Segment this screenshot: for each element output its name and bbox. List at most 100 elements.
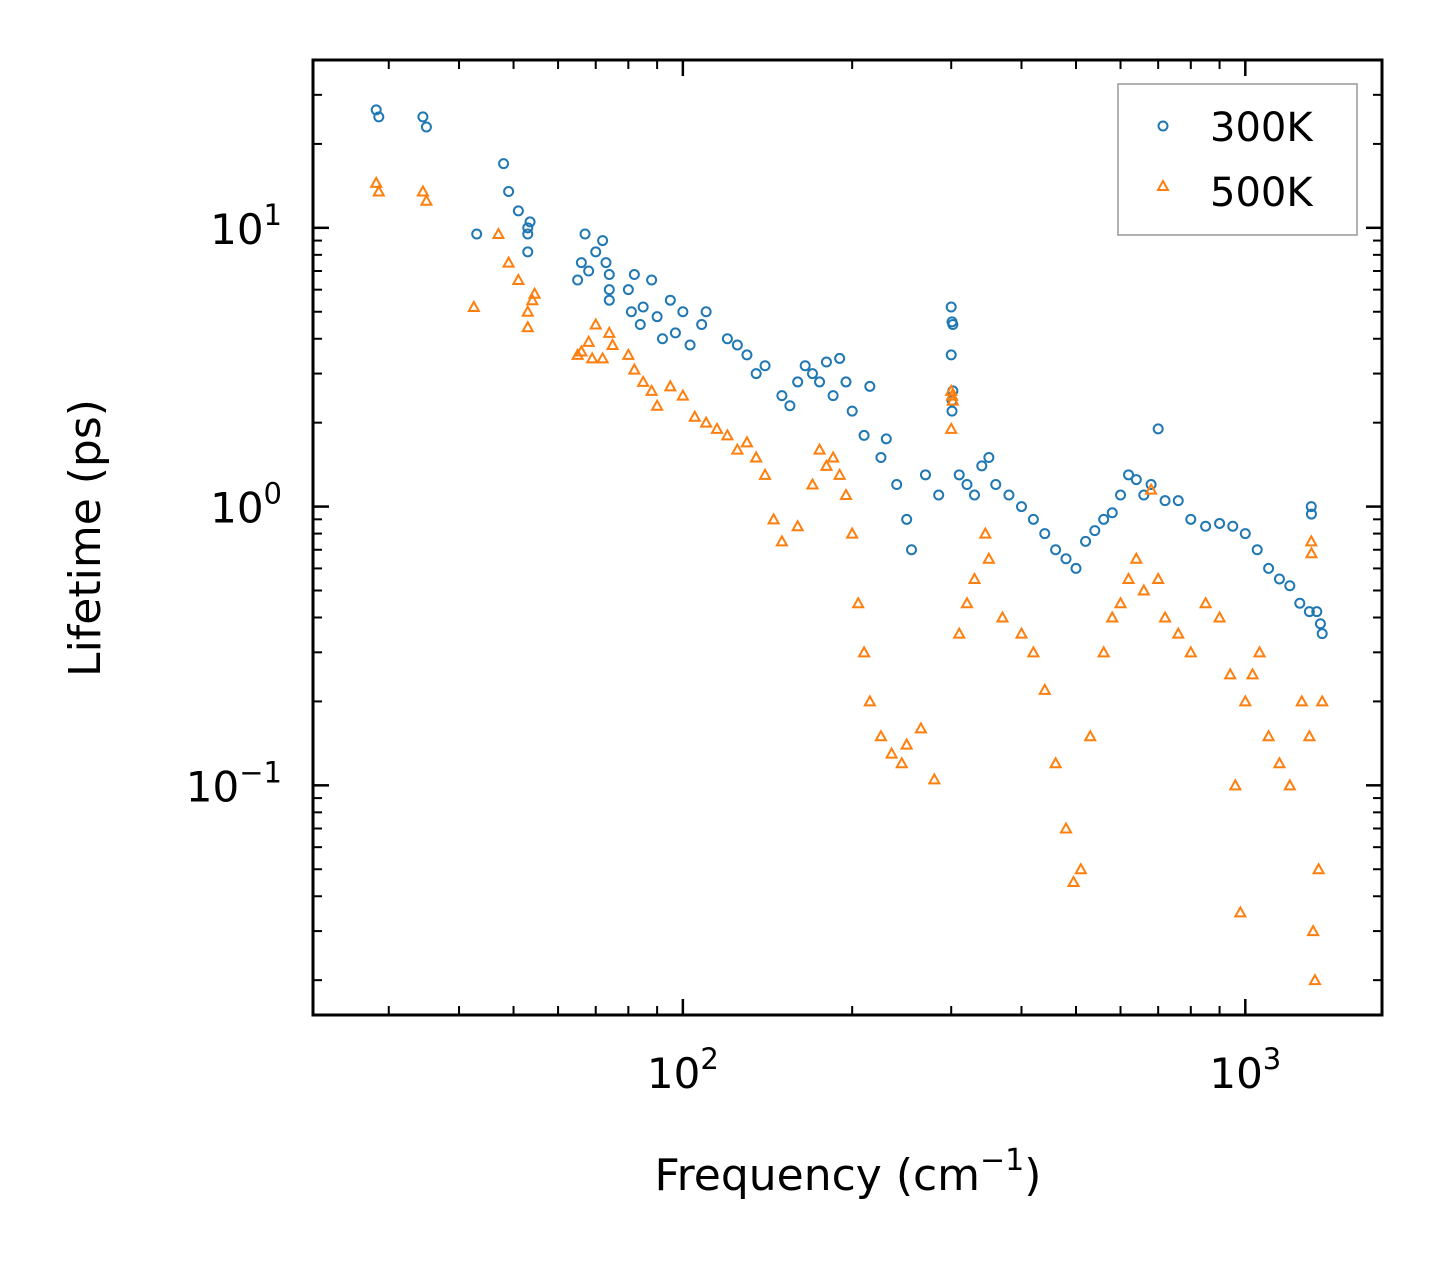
data-point-300K [875, 451, 887, 463]
data-point-300K [1138, 489, 1150, 501]
series-300K [370, 104, 1328, 640]
data-point-500K [1295, 694, 1309, 707]
data-point-500K [839, 487, 853, 501]
ticks-layer [313, 59, 1382, 1015]
data-point-300K [634, 318, 646, 330]
tick-labels: 102 103 10−1 100 101 [186, 198, 1281, 1098]
data-point-300K [806, 368, 818, 380]
data-point-500K [982, 551, 996, 564]
data-point-500K [1144, 482, 1158, 495]
data-point-300K [864, 380, 876, 392]
data-point-500K [851, 596, 865, 609]
y-axis-label: Lifetime (ps) [60, 399, 111, 677]
data-point-300K [417, 111, 429, 123]
data-point-500K [1233, 905, 1248, 918]
data-point-500K [927, 772, 942, 785]
data-point-500K [699, 415, 713, 428]
data-point-300K [522, 246, 534, 258]
data-point-500K [1212, 610, 1227, 623]
data-point-500K [570, 347, 585, 360]
data-point-300K [1015, 501, 1027, 513]
data-point-500K [676, 388, 690, 401]
data-point-300K [1239, 528, 1251, 540]
data-point-500K [501, 255, 516, 268]
data-point-300K [846, 405, 858, 417]
data-point-500K [1096, 645, 1111, 658]
data-point-500K [899, 737, 914, 750]
data-point-500K [740, 435, 754, 448]
data-point-500K [527, 286, 542, 299]
data-point-300K [731, 339, 743, 351]
data-point-300K [656, 333, 668, 345]
data-point-300K [597, 235, 609, 247]
data-point-500K [1038, 682, 1052, 695]
data-point-500K [589, 317, 603, 330]
data-point-300K [522, 222, 534, 234]
data-point-300K [933, 489, 945, 501]
data-point-300K [471, 228, 483, 240]
data-point-500K [812, 442, 827, 455]
data-point-300K [1080, 535, 1092, 547]
data-point-500K [1137, 583, 1151, 596]
data-point-500K [663, 379, 678, 392]
data-point-500K [857, 645, 871, 658]
data-point-500K [621, 347, 636, 360]
data-point-300K [1070, 562, 1082, 574]
data-point-300K [1145, 479, 1157, 491]
x-tick-label: 103 [1209, 1042, 1281, 1098]
x-tick-label: 102 [647, 1042, 719, 1098]
y-tick-label: 101 [210, 198, 282, 254]
data-point-500K [1252, 645, 1267, 658]
data-point-300K [814, 376, 826, 388]
data-point-300K [784, 400, 796, 412]
data-point-500K [1261, 729, 1276, 742]
data-point-300K [637, 301, 649, 313]
data-point-500K [1066, 874, 1081, 888]
data-point-300K [1172, 495, 1184, 507]
data-point-300K [1060, 553, 1072, 565]
data-point-500K [895, 756, 909, 769]
data-point-300K [891, 479, 903, 491]
data-point-300K [622, 284, 634, 296]
data-point-500K [650, 398, 664, 411]
data-point-300K [968, 489, 980, 501]
data-point-300K [1003, 489, 1015, 501]
data-point-300K [625, 306, 637, 318]
data-point-300K [834, 352, 846, 364]
data-point-300K [945, 301, 957, 313]
data-point-500K [946, 393, 960, 406]
data-point-300K [651, 311, 663, 323]
data-point-500K [1129, 551, 1143, 564]
data-point-500K [720, 428, 735, 441]
data-point-300K [524, 216, 536, 228]
data-point-300K [976, 460, 988, 472]
data-point-500K [952, 626, 966, 639]
data-point-500K [1184, 645, 1198, 658]
data-point-300K [370, 104, 382, 116]
data-point-300K [1027, 513, 1039, 525]
legend-marker-300k [1157, 120, 1169, 132]
data-point-500K [1302, 729, 1317, 742]
data-point-300K [961, 479, 973, 491]
data-point-500K [978, 526, 993, 539]
data-point-500K [1272, 756, 1287, 769]
data-point-300K [503, 185, 515, 197]
data-point-500K [636, 374, 650, 387]
data-point-500K [766, 512, 781, 525]
data-point-300K [906, 544, 918, 556]
data-point-500K [369, 175, 383, 188]
data-point-300K [1089, 525, 1101, 537]
data-point-500K [874, 729, 888, 742]
data-point-300K [603, 269, 615, 281]
data-point-300K [1227, 520, 1239, 532]
data-point-300K [1123, 469, 1135, 481]
data-point-300K [750, 368, 762, 380]
data-point-300K [1152, 423, 1164, 435]
data-point-500K [1198, 596, 1213, 609]
data-point-500K [511, 272, 526, 285]
data-point-500K [1304, 546, 1319, 559]
data-point-500K [845, 526, 859, 539]
data-point-500K [595, 351, 610, 364]
x-axis-label: Frequency (cm−1) [655, 1143, 1042, 1201]
